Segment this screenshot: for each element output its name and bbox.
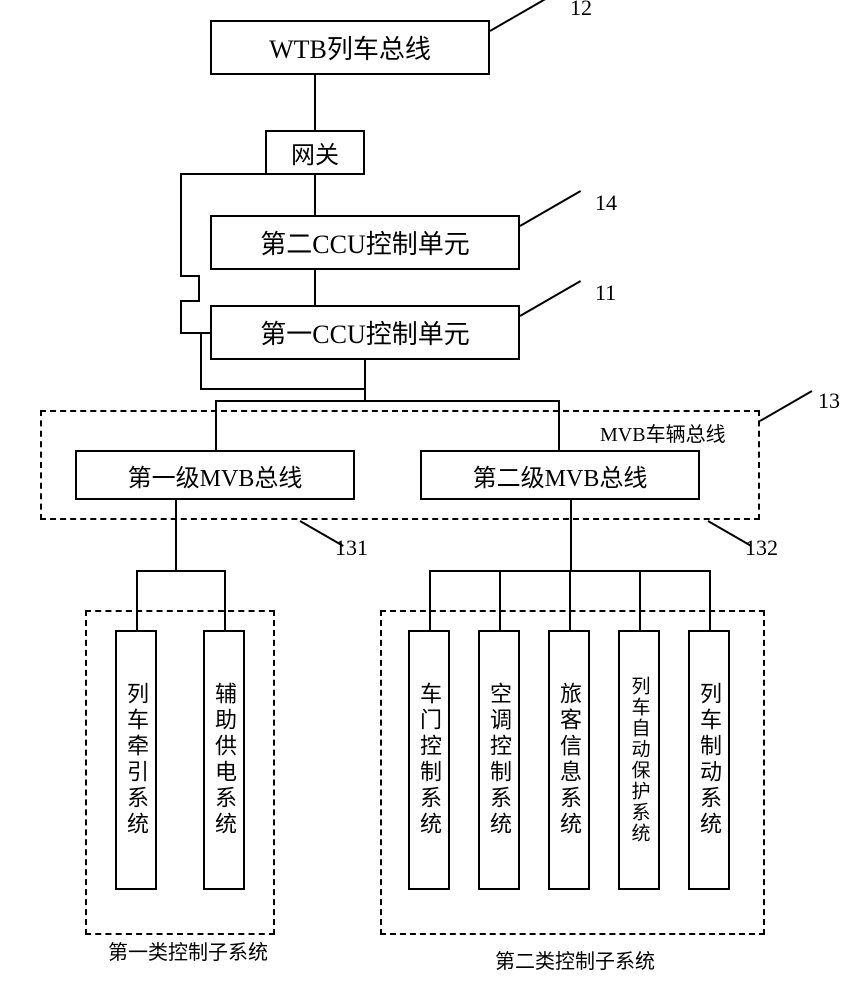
- ccu2-label: 第二CCU控制单元: [260, 224, 469, 261]
- wtb-bus-label: WTB列车总线: [269, 29, 431, 66]
- ccu1-label: 第一CCU控制单元: [260, 314, 469, 351]
- line-gateway-ccu2: [314, 175, 316, 215]
- sub-right-4-label: 列车制动系统: [693, 682, 725, 838]
- sub-right-2: 旅客信息系统: [548, 630, 590, 890]
- sub-right-4: 列车制动系统: [688, 630, 730, 890]
- ccu1-num: 11: [595, 280, 616, 306]
- mvb2-label: 第二级MVB总线: [473, 458, 648, 493]
- route-v3: [200, 332, 202, 388]
- sub-right-0: 车门控制系统: [408, 630, 450, 890]
- sub-left-0: 列车牵引系统: [115, 630, 157, 890]
- route-hop-bot: [180, 300, 200, 302]
- split-center: [364, 388, 366, 400]
- mvb-bus-num: 13: [818, 388, 840, 414]
- route-h3: [200, 388, 364, 390]
- mvb1-box: 第一级MVB总线: [75, 450, 355, 500]
- mvb2-down: [570, 500, 572, 570]
- route-v1: [180, 173, 182, 275]
- split-h: [215, 400, 560, 402]
- mvb2-box: 第二级MVB总线: [420, 450, 700, 500]
- wtb-num: 12: [570, 0, 592, 21]
- sub-right-1: 空调控制系统: [478, 630, 520, 890]
- line-wtb-gateway: [314, 75, 316, 130]
- mvb-bus-inner-label: MVB车辆总线: [600, 418, 726, 447]
- mvb2-num: 132: [745, 535, 778, 561]
- gateway-box: 网关: [265, 130, 365, 175]
- sub-right-0-label: 车门控制系统: [413, 682, 445, 838]
- mvb1-num: 131: [335, 535, 368, 561]
- class2-caption: 第二类控制子系统: [465, 945, 685, 974]
- mvb-bus-leader: [760, 390, 813, 422]
- gateway-label: 网关: [291, 135, 339, 170]
- class1-region: [85, 610, 275, 935]
- route-hop-v: [198, 275, 200, 300]
- route-v2: [180, 300, 182, 332]
- ccu2-leader: [520, 190, 582, 227]
- sub-right-1-label: 空调控制系统: [483, 682, 515, 838]
- mvb1-down: [175, 500, 177, 570]
- sub-left-1: 辅助供电系统: [203, 630, 245, 890]
- route-hop-top: [180, 275, 200, 277]
- ccu1-box: 第一CCU控制单元: [210, 305, 520, 360]
- ccu2-num: 14: [595, 190, 617, 216]
- sub-left-1-label: 辅助供电系统: [208, 682, 240, 838]
- line-ccu2-ccu1: [314, 270, 316, 305]
- ccu2-box: 第二CCU控制单元: [210, 215, 520, 270]
- route-h2: [180, 332, 210, 334]
- route-h1: [180, 173, 265, 175]
- sub-right-2-label: 旅客信息系统: [553, 682, 585, 838]
- sub-left-0-label: 列车牵引系统: [120, 682, 152, 838]
- wtb-bus-box: WTB列车总线: [210, 20, 490, 75]
- sub-right-3-label: 列车自动保护系统: [626, 676, 653, 844]
- wtb-leader: [490, 0, 556, 32]
- mvb1-split-h: [136, 570, 226, 572]
- mvb1-label: 第一级MVB总线: [128, 458, 303, 493]
- class1-caption: 第一类控制子系统: [108, 940, 268, 966]
- ccu1-leader: [520, 280, 582, 317]
- sub-right-3: 列车自动保护系统: [618, 630, 660, 890]
